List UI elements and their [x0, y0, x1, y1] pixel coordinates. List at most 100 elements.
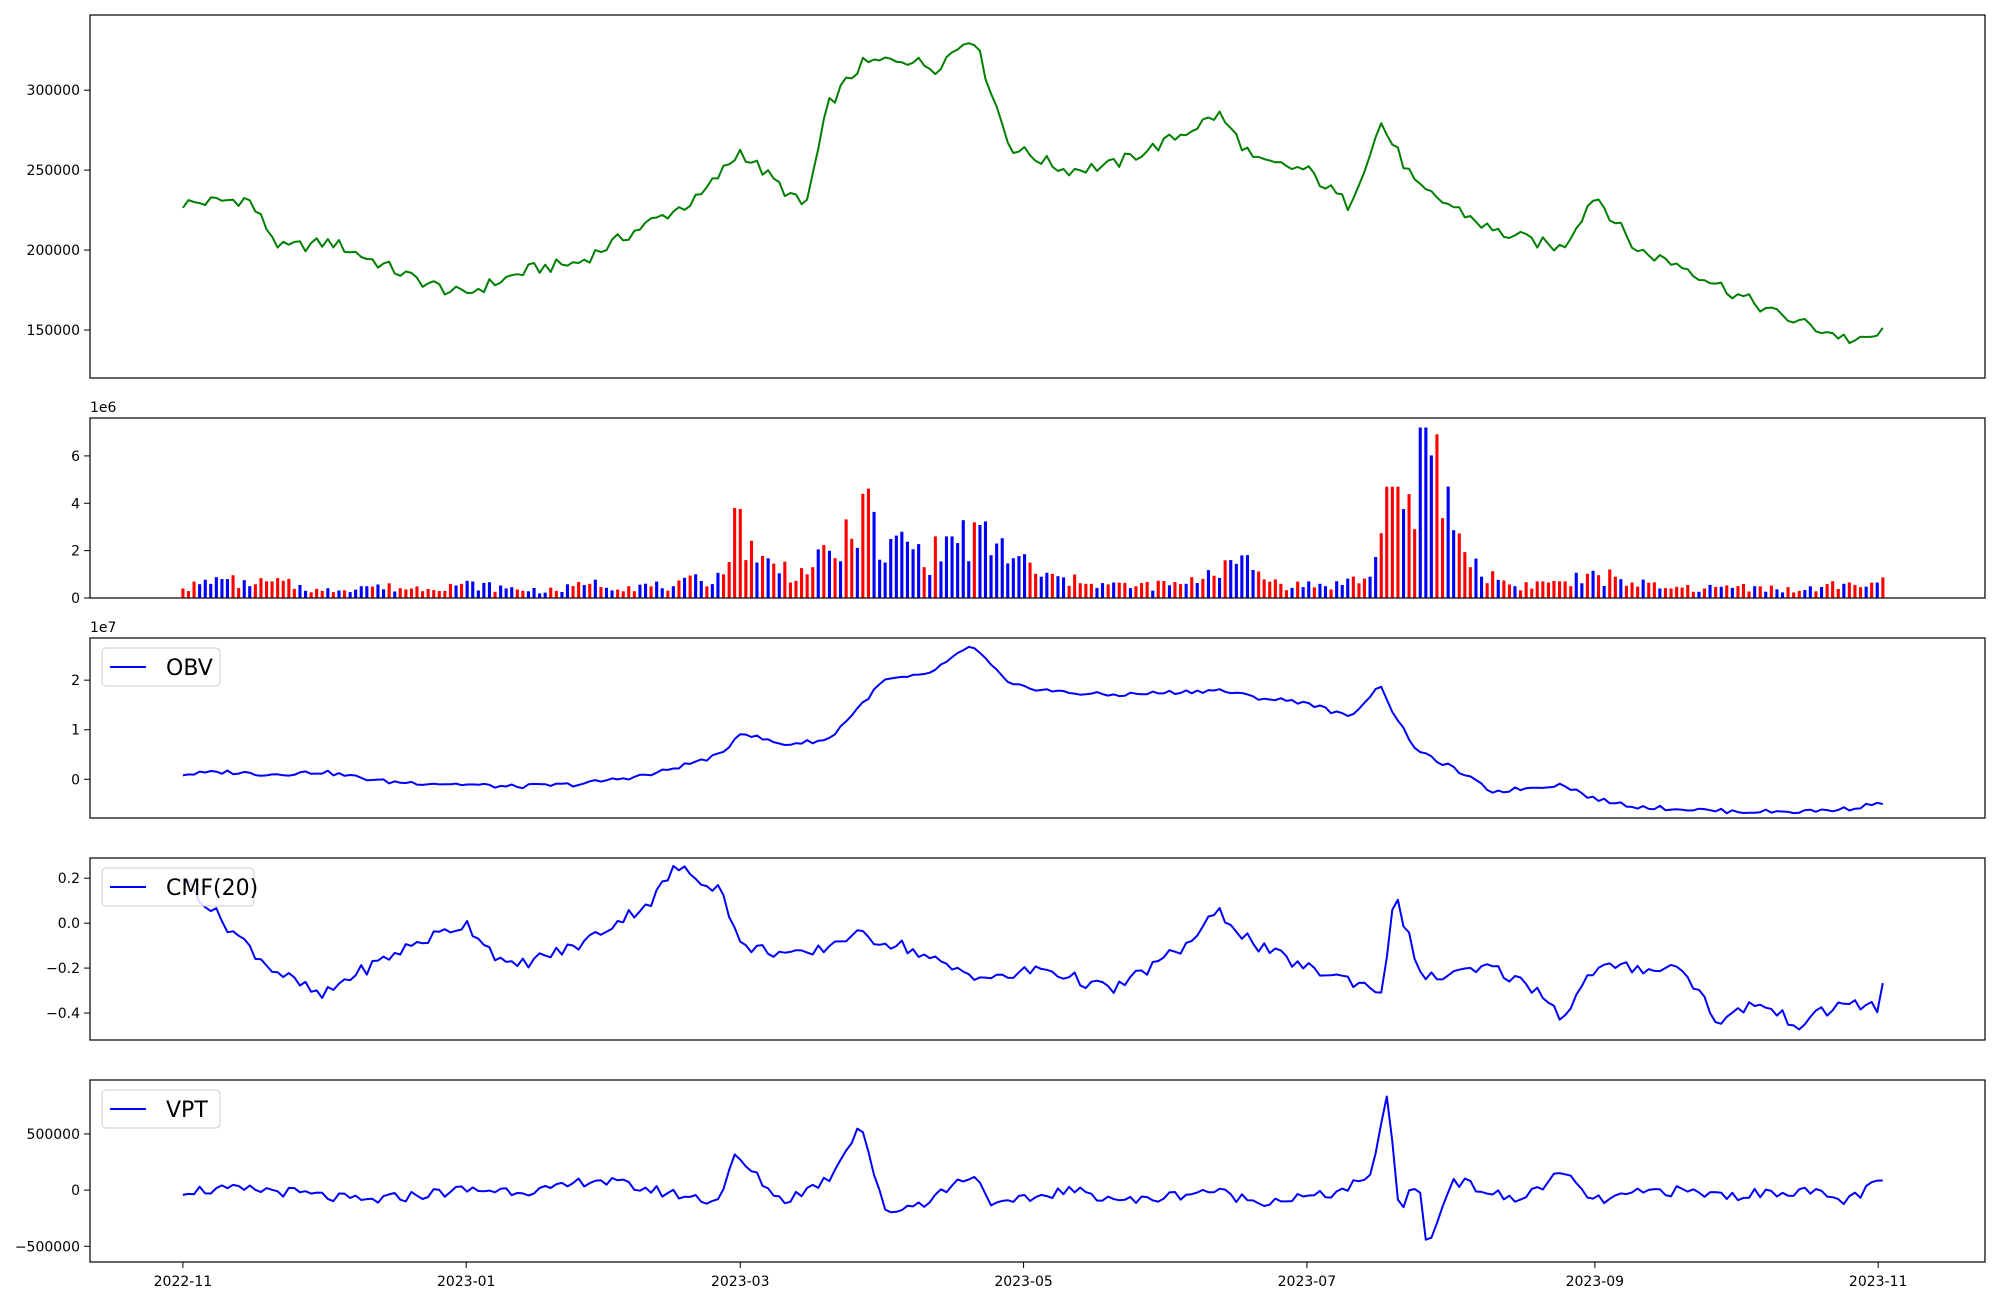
- plot-area: [182, 864, 1884, 1031]
- volume-bar: [644, 583, 648, 598]
- volume-bar: [415, 586, 419, 598]
- volume-bar: [928, 575, 932, 598]
- volume-bar: [421, 591, 425, 598]
- y-tick-label: 0: [71, 591, 80, 607]
- volume-bar: [1870, 582, 1874, 598]
- volume-bar: [1028, 562, 1032, 598]
- volume-bar: [967, 561, 971, 598]
- volume-bar: [905, 541, 909, 598]
- volume-bar: [1831, 581, 1835, 598]
- volume-bar: [1864, 586, 1868, 598]
- volume-bar: [1569, 586, 1573, 598]
- volume-bar: [983, 521, 987, 598]
- axes-frame: [89, 14, 1986, 379]
- volume-bar: [660, 588, 664, 598]
- volume-bar: [1195, 583, 1199, 598]
- volume-bar: [599, 587, 603, 598]
- volume-bar: [1853, 584, 1857, 598]
- volume-bar: [1357, 583, 1361, 598]
- axes-frame: [89, 857, 1986, 1041]
- volume-bar: [978, 525, 982, 598]
- volume-bar: [1452, 530, 1456, 598]
- volume-bar: [1769, 585, 1773, 598]
- volume-bar: [1797, 590, 1801, 598]
- volume-bar: [1747, 591, 1751, 598]
- y-tick-label: 150000: [27, 323, 80, 339]
- volume-bar: [1396, 486, 1400, 598]
- volume-bar: [1245, 555, 1249, 598]
- volume-bar: [1156, 580, 1160, 598]
- legend-label: OBV: [166, 656, 213, 681]
- volume-bar: [1312, 587, 1316, 598]
- volume-bar: [1563, 581, 1567, 598]
- volume-bar: [387, 583, 391, 598]
- volume-bar: [777, 573, 781, 598]
- panel-3: 0 1 2 1e7 OBV: [71, 620, 1986, 819]
- volume-bar: [666, 590, 670, 598]
- volume-bar: [231, 575, 235, 598]
- volume-bar: [883, 562, 887, 598]
- volume-bar: [181, 588, 185, 598]
- volume-bar: [1067, 585, 1071, 598]
- volume-bar: [961, 520, 965, 598]
- volume-bar: [248, 586, 252, 598]
- volume-bar: [543, 592, 547, 598]
- volume-bar: [1708, 584, 1712, 598]
- volume-bar: [1820, 587, 1824, 598]
- x-tick-label: 2023-03: [711, 1274, 770, 1290]
- volume-bar: [1402, 509, 1406, 598]
- volume-bar: [1741, 584, 1745, 598]
- plot-area: [182, 42, 1884, 345]
- volume-bar: [192, 581, 196, 598]
- volume-bar: [493, 591, 497, 598]
- y-tick-label: 2: [71, 544, 80, 560]
- volume-bar: [1385, 486, 1389, 598]
- axes-frame: [89, 1079, 1986, 1263]
- volume-bar: [1229, 560, 1233, 598]
- volume-bar: [565, 584, 569, 598]
- volume-bar: [1435, 434, 1439, 598]
- volume-bar: [1507, 584, 1511, 598]
- volume-bar: [242, 580, 246, 598]
- volume-bar: [209, 583, 213, 598]
- volume-bar: [1792, 592, 1796, 598]
- volume-bar: [1362, 578, 1366, 598]
- volume-bar: [866, 488, 870, 598]
- volume-bar: [1089, 583, 1093, 598]
- panel-2: 0 2 4 6 1e6: [71, 400, 1986, 607]
- x-tick-label: 2023-05: [994, 1274, 1053, 1290]
- volume-bar: [1329, 589, 1333, 598]
- volume-bar: [1318, 583, 1322, 598]
- volume-bar: [1424, 427, 1428, 598]
- volume-bar: [1184, 583, 1188, 598]
- volume-bar: [426, 589, 430, 598]
- volume-bar: [850, 538, 854, 598]
- volume-bar: [1535, 581, 1539, 598]
- volume-bar: [1218, 577, 1222, 598]
- volume-bar: [1803, 590, 1807, 598]
- volume-bar: [1101, 583, 1105, 598]
- volume-bar: [577, 582, 581, 598]
- y-offset-label: 1e6: [90, 400, 117, 416]
- x-tick-label: 2023-09: [1566, 1274, 1625, 1290]
- volume-bar: [1496, 579, 1500, 598]
- volume-bar: [1011, 558, 1015, 598]
- volume-bar: [292, 588, 296, 598]
- volume-bar: [616, 589, 620, 598]
- volume-bar: [1279, 583, 1283, 598]
- volume-bar: [1641, 579, 1645, 598]
- volume-bar: [1223, 560, 1227, 598]
- y-tick-label: 0.2: [58, 871, 80, 887]
- legend-box: [101, 1089, 221, 1129]
- volume-bar: [1585, 573, 1589, 598]
- axes-frame: [89, 417, 1986, 599]
- volume-bar: [1095, 587, 1099, 598]
- volume-bar: [437, 591, 441, 598]
- volume-bar: [1056, 576, 1060, 598]
- volume-bar: [1212, 575, 1216, 598]
- volume-bar: [839, 561, 843, 598]
- volume-bar: [1468, 567, 1472, 598]
- volume-bar: [1301, 587, 1305, 598]
- x-tick-label: 2023-01: [437, 1274, 496, 1290]
- volume-bar: [794, 580, 798, 598]
